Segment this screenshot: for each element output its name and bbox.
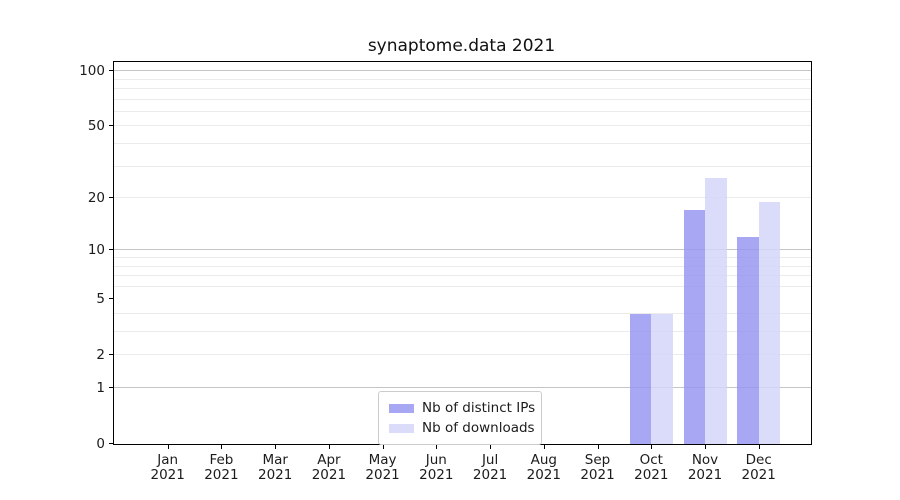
chart-title: synaptome.data 2021 (367, 36, 556, 56)
x-tick-label-month: Sep (584, 452, 611, 468)
y-tick (109, 443, 114, 444)
y-tick-label: 20 (87, 190, 105, 206)
x-tick-label-year: 2021 (634, 467, 669, 483)
gridline-minor (114, 110, 811, 112)
gridline-minor (114, 125, 811, 127)
y-tick-label: 100 (79, 63, 105, 80)
x-tick (490, 444, 492, 449)
x-tick-label-year: 2021 (419, 467, 454, 483)
x-tick-label-month: Jan (157, 452, 179, 468)
x-tick-label-month: Nov (691, 452, 719, 468)
gridline-minor (114, 285, 811, 287)
x-tick-label-month: Feb (209, 452, 234, 468)
gridline-major (114, 70, 811, 72)
x-tick-label: Jun 2021 (400, 453, 472, 483)
y-tick (109, 298, 114, 300)
x-tick-label-month: Jun (425, 452, 447, 468)
x-tick-label: Apr 2021 (293, 453, 365, 483)
gridline-minor (114, 165, 811, 167)
x-tick-label: Mar 2021 (239, 453, 311, 483)
x-tick-label: Dec 2021 (723, 453, 795, 483)
gridline-minor (114, 256, 811, 258)
x-tick-label-year: 2021 (472, 467, 508, 483)
y-tick (109, 125, 114, 127)
x-tick-label-year: 2021 (741, 467, 776, 483)
x-tick-label-month: Dec (745, 452, 772, 468)
y-tick (109, 387, 114, 388)
y-tick (109, 249, 114, 251)
x-tick (167, 444, 169, 449)
x-tick (328, 444, 330, 449)
legend-label: Nb of downloads (422, 420, 535, 436)
bar-nb-of-downloads-dec (758, 201, 781, 444)
legend-swatch (389, 403, 414, 413)
plot-area: 0 1 2 5 10 20 50 100 Jan 2021 Feb 2021 Mar 2021 Apr 202… (79, 61, 812, 483)
gridline-minor (114, 98, 811, 100)
legend: Nb of distinct IPs Nb of downloads (378, 391, 542, 445)
x-tick-label: May 2021 (347, 453, 419, 483)
x-tick-label-year: 2021 (580, 467, 615, 483)
x-tick-label: Jul 2021 (454, 453, 526, 483)
x-tick-label-year: 2021 (687, 467, 723, 483)
x-tick-label: Nov 2021 (669, 453, 741, 483)
y-tick-label: 0 (96, 436, 105, 452)
y-tick-label: 1 (96, 380, 105, 396)
bar-nb-of-distinct-ips-oct (629, 313, 652, 444)
x-tick-label: Oct 2021 (615, 453, 687, 483)
gridline-major (114, 249, 811, 251)
gridline-minor (114, 331, 811, 332)
x-tick-label-year: 2021 (150, 467, 185, 483)
legend-item: Nb of downloads (389, 418, 541, 438)
gridline-minor (114, 87, 811, 89)
legend-item: Nb of distinct IPs (389, 398, 541, 418)
y-tick (109, 197, 114, 198)
x-tick-label-year: 2021 (311, 467, 347, 483)
y-tick-label: 5 (96, 291, 105, 308)
gridline-minor (114, 354, 811, 356)
gridline-minor (114, 78, 811, 80)
y-tick-label: 2 (96, 347, 105, 364)
gridline-minor (114, 312, 811, 314)
x-tick-label-year: 2021 (258, 467, 293, 483)
y-tick (109, 70, 114, 72)
gridline-major (114, 387, 811, 388)
x-tick-label-month: Apr (317, 452, 341, 468)
y-tick-label: 10 (87, 242, 105, 259)
y-tick (109, 354, 114, 356)
x-tick-label-year: 2021 (365, 467, 400, 483)
x-tick (758, 444, 760, 449)
x-tick-label-month: Oct (639, 452, 663, 468)
bar-nb-of-distinct-ips-nov (683, 210, 705, 444)
bar-nb-of-distinct-ips-dec (737, 236, 759, 444)
x-tick-label: Feb 2021 (185, 453, 257, 483)
x-tick-label-year: 2021 (204, 467, 239, 483)
legend-label: Nb of distinct IPs (422, 400, 536, 416)
x-tick (436, 444, 438, 449)
legend-swatch (389, 423, 414, 433)
x-tick (275, 444, 277, 449)
x-tick-label-month: May (368, 452, 397, 468)
gridline-minor (114, 197, 811, 198)
gridline-minor (114, 275, 811, 276)
x-tick (382, 444, 384, 449)
gridline-minor (114, 142, 811, 144)
gridline-minor (114, 265, 811, 267)
x-tick-label: Jan 2021 (132, 453, 204, 483)
x-tick (597, 444, 599, 449)
bar-nb-of-downloads-nov (705, 177, 727, 444)
x-tick-label-month: Aug (530, 452, 557, 468)
y-tick-label: 50 (87, 118, 105, 135)
x-tick-label-year: 2021 (526, 467, 561, 483)
x-tick-label-month: Jul (481, 452, 499, 468)
x-tick (221, 444, 223, 449)
x-tick-label: Aug 2021 (508, 453, 580, 483)
x-tick-label: Sep 2021 (562, 453, 634, 483)
x-tick (651, 444, 653, 449)
bar-nb-of-downloads-oct (651, 313, 673, 444)
x-tick-label-month: Mar (262, 452, 288, 468)
x-tick (543, 444, 545, 449)
x-tick (705, 444, 706, 449)
